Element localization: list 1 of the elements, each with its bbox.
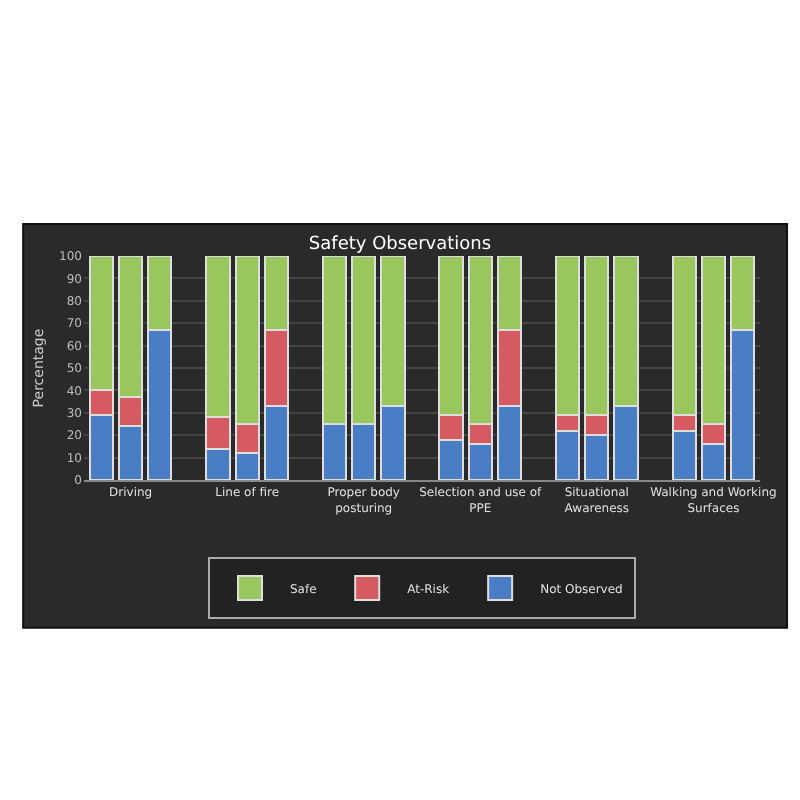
chart-title: Safety Observations <box>308 234 492 255</box>
